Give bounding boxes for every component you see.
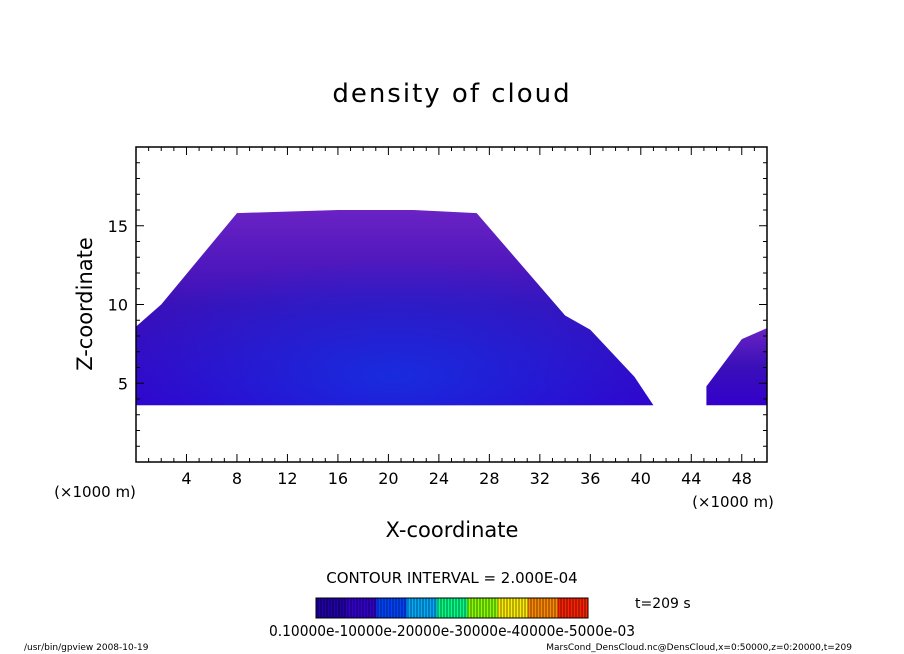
y-axis-label: Z-coordinate bbox=[73, 237, 97, 371]
x-unit-left: (×1000 m) bbox=[54, 483, 136, 501]
axis-ticks bbox=[135, 146, 768, 463]
chart-title: density of cloud bbox=[332, 79, 571, 109]
x-axis-label: X-coordinate bbox=[386, 518, 519, 542]
colorbar-frame bbox=[315, 597, 589, 619]
colorbar-segment bbox=[436, 598, 468, 618]
x-tick-label: 12 bbox=[277, 469, 297, 488]
x-tick-label: 44 bbox=[681, 469, 701, 488]
plot-area bbox=[136, 210, 767, 406]
x-tick-label: 48 bbox=[732, 469, 752, 488]
y-tick-label: 5 bbox=[118, 374, 128, 393]
cloud-regions bbox=[136, 210, 767, 406]
x-tick-label: 40 bbox=[631, 469, 651, 488]
x-tick-label: 24 bbox=[429, 469, 449, 488]
y-tick-label: 15 bbox=[108, 217, 128, 236]
colorbar bbox=[316, 598, 589, 618]
cloud-region-right bbox=[706, 328, 767, 406]
x-tick-label: 28 bbox=[479, 469, 499, 488]
x-tick-label: 32 bbox=[530, 469, 550, 488]
footer-left: /usr/bin/gpview 2008-10-19 bbox=[24, 643, 149, 653]
footer-right: MarsCond_DensCloud.nc@DensCloud,x=0:5000… bbox=[546, 643, 852, 653]
x-tick-label: 20 bbox=[378, 469, 398, 488]
time-label: t=209 s bbox=[635, 596, 691, 612]
contour-interval: CONTOUR INTERVAL = 2.000E-04 bbox=[326, 569, 577, 587]
cloud-core-main bbox=[136, 210, 654, 406]
colorbar-labels: 0.10000e-10000e-20000e-30000e-40000e-500… bbox=[269, 622, 635, 640]
x-tick-label: 16 bbox=[328, 469, 348, 488]
y-tick-label: 10 bbox=[108, 296, 128, 315]
x-tick-label: 36 bbox=[580, 469, 600, 488]
colorbar-segment bbox=[467, 598, 498, 618]
x-tick-label: 8 bbox=[232, 469, 242, 488]
x-tick-label: 4 bbox=[181, 469, 191, 488]
x-unit-right: (×1000 m) bbox=[692, 493, 774, 511]
